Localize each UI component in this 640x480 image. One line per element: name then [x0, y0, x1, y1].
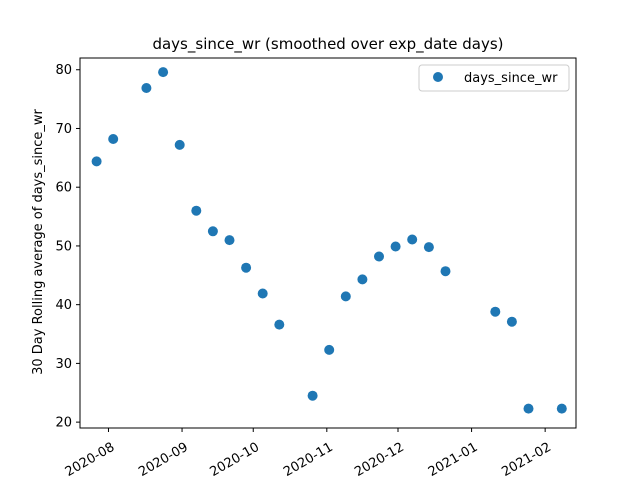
data-points	[91, 67, 567, 414]
data-point-1	[91, 156, 102, 167]
y-tick-label: 50	[55, 239, 72, 254]
legend-marker	[433, 72, 443, 82]
y-axis-label: 30 Day Rolling average of days_since_wr	[31, 108, 46, 374]
data-point-11	[274, 319, 285, 330]
data-point-3	[141, 83, 152, 93]
axis-ticks: 2020-08 2020-09 2020-10 2020-11 2020-12 2021-…	[55, 63, 553, 480]
y-tick-label: 70	[55, 122, 72, 137]
data-point-8	[224, 235, 235, 246]
data-point-13	[324, 344, 335, 355]
data-point-7	[207, 226, 218, 237]
data-point-14	[340, 291, 351, 302]
x-tick-label: 2020-09	[136, 440, 191, 480]
y-tick-label: 80	[55, 63, 72, 78]
data-point-17	[390, 241, 401, 252]
data-point-20	[440, 266, 451, 277]
data-point-21	[490, 306, 501, 317]
data-point-12	[307, 390, 318, 401]
x-tick-label: 2020-12	[352, 440, 407, 480]
x-tick-label: 2020-10	[207, 440, 262, 480]
data-point-23	[523, 403, 534, 414]
data-point-6	[191, 205, 202, 216]
data-point-4	[158, 67, 169, 78]
data-point-10	[257, 288, 268, 299]
plot-area-frame	[79, 57, 577, 429]
data-point-16	[374, 251, 384, 262]
data-point-22	[506, 316, 517, 327]
legend-label-days-since-wr: days_since_wr	[464, 71, 558, 86]
y-tick-label: 30	[55, 357, 72, 372]
data-point-9	[241, 262, 252, 273]
data-point-5	[174, 139, 185, 150]
data-point-19	[423, 242, 434, 253]
legend: days_since_wr	[418, 64, 570, 92]
y-tick-label: 60	[55, 181, 72, 196]
data-point-18	[407, 234, 418, 245]
x-tick-label: 2021-01	[426, 440, 481, 480]
data-point-24	[556, 403, 567, 414]
data-point-15	[357, 274, 368, 285]
y-tick-label: 40	[55, 298, 72, 313]
data-point-2	[108, 134, 119, 144]
x-tick-label: 2020-08	[63, 440, 118, 480]
x-tick-label: 2020-11	[281, 440, 336, 480]
y-tick-label: 20	[55, 416, 72, 431]
x-tick-label: 2021-02	[499, 440, 554, 480]
legend-box	[418, 64, 570, 92]
chart-title: days_since_wr (smoothed over exp_date da…	[152, 35, 503, 54]
